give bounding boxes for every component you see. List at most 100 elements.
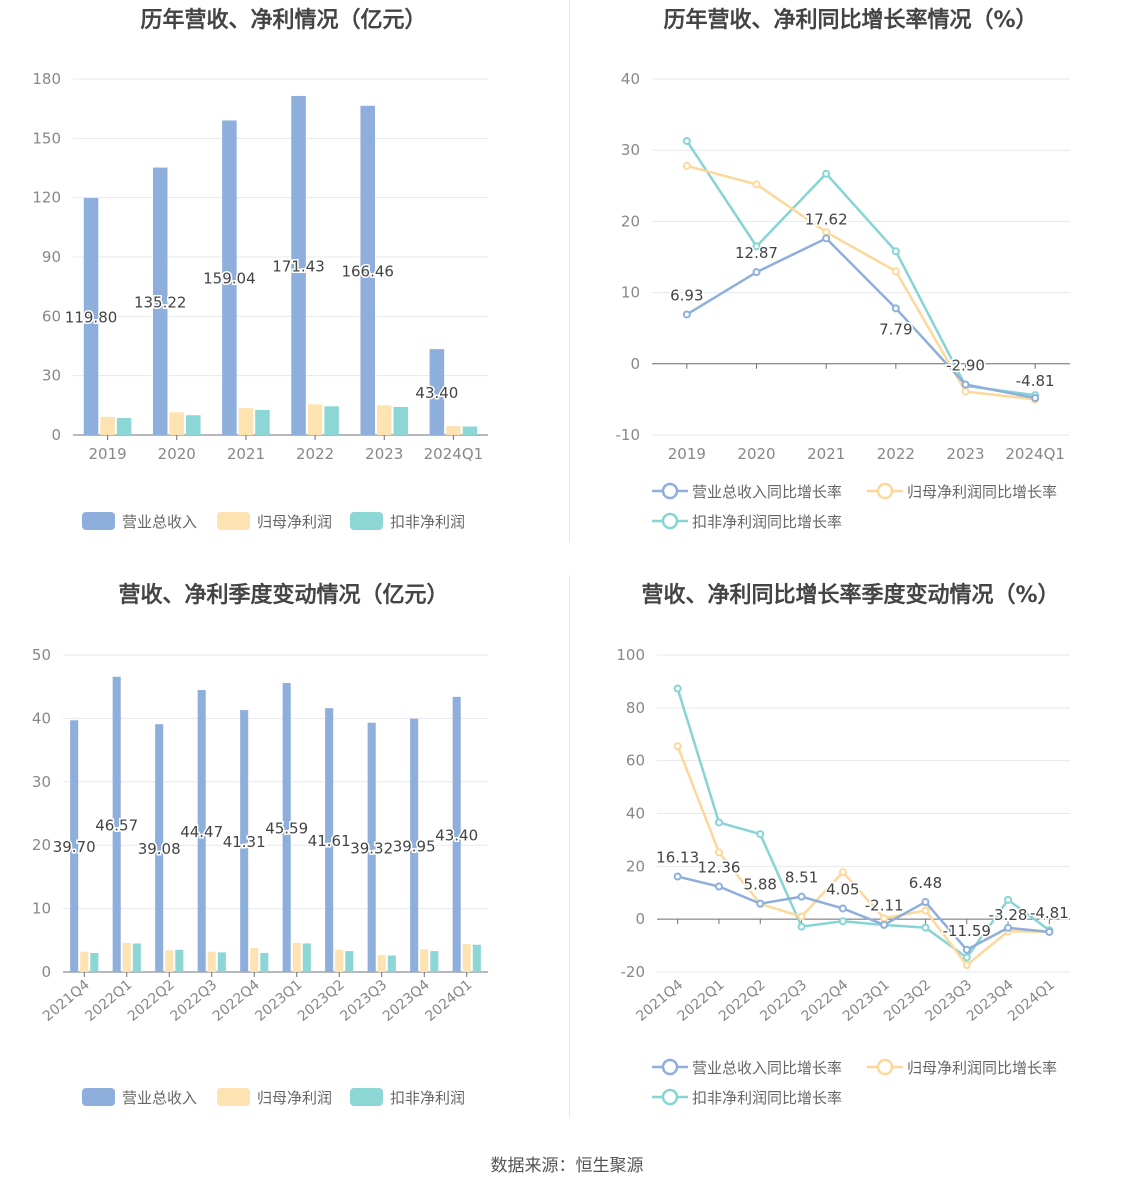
legend-swatch [217, 512, 250, 530]
series-line [676, 688, 1051, 960]
annual-growth-panel: 历年营收、净利同比增长率情况（%） -10 0 10 20 30 40 2019 2020 20… [567, 0, 1134, 560]
legend-swatch [350, 1088, 383, 1106]
data-point [673, 872, 682, 881]
series-line [676, 745, 1050, 967]
y-tick-label: 120 [32, 189, 61, 207]
x-tick-label: 2022 [877, 445, 915, 463]
y-tick-label: 30 [32, 773, 51, 791]
y-tick-label: 80 [626, 699, 645, 717]
y-tick-label: 60 [42, 307, 61, 325]
series-line [686, 164, 1036, 401]
bar [186, 415, 201, 435]
data-point [838, 868, 847, 877]
bar [207, 951, 216, 972]
bar [429, 349, 445, 435]
data-point [880, 914, 889, 923]
data-label: -4.81 [1030, 904, 1069, 922]
bar [80, 951, 89, 972]
data-point [961, 380, 970, 389]
bar [152, 167, 168, 436]
x-tick-label: 2024Q1 [1005, 445, 1065, 463]
data-source: 数据来源：恒生聚源 [490, 1156, 644, 1176]
quarterly-amounts-panel: 营收、净利季度变动情况（亿元） 0 10 20 30 40 50 2021Q4 2022Q1 2… [0, 575, 567, 1135]
data-point [752, 242, 761, 251]
bar [387, 955, 396, 972]
bar [335, 949, 344, 972]
data-point [1045, 927, 1054, 936]
bar [393, 406, 409, 435]
data-label: 12.36 [697, 859, 740, 877]
legend-swatch [82, 512, 115, 530]
legend-label: 营业总收入 [122, 1089, 197, 1107]
data-point [714, 848, 723, 857]
data-label: 41.31 [223, 833, 266, 851]
data-label: 171.43 [272, 257, 325, 275]
x-tick-label: 2023Q3 [337, 977, 390, 1025]
data-point [838, 904, 847, 913]
chart-title: 历年营收、净利情况（亿元） [140, 8, 427, 33]
data-label: 44.47 [180, 823, 223, 841]
y-tick-label: -10 [616, 426, 641, 444]
data-point [880, 920, 889, 929]
data-point [797, 892, 806, 901]
x-tick-label: 2023Q1 [252, 977, 305, 1025]
data-point [756, 830, 765, 839]
data-point [891, 267, 900, 276]
bar [367, 722, 376, 972]
bar [175, 949, 184, 972]
data-label: 43.40 [435, 826, 478, 844]
series-line [686, 236, 1036, 400]
data-point [838, 917, 847, 926]
legend-label: 扣非净利润同比增长率 [692, 513, 842, 531]
data-point [961, 387, 970, 396]
data-point [921, 923, 930, 932]
legend-label: 归母净利润同比增长率 [907, 1059, 1057, 1077]
data-label: 119.80 [65, 309, 118, 327]
data-point [797, 922, 806, 931]
data-label: 8.51 [785, 869, 818, 887]
data-label: 7.79 [879, 320, 912, 338]
y-tick-label: 40 [626, 805, 645, 823]
bar [360, 105, 375, 435]
data-label: -2.90 [946, 356, 985, 374]
legend-swatch [217, 1088, 250, 1106]
annual-amounts-chart: 0 30 60 90 120 150 180 2019 2020 2021 2022 2023 2024… [32, 70, 488, 531]
legend-marker [876, 482, 894, 500]
data-label: 5.88 [744, 876, 777, 894]
chart-title: 历年营收、净利同比增长率情况（%） [663, 8, 1038, 33]
x-tick-label: 2022Q2 [125, 977, 178, 1025]
x-tick-label: 2020 [737, 445, 775, 463]
data-point [714, 818, 723, 827]
y-tick-label: 20 [621, 212, 640, 230]
data-label: 46.57 [95, 816, 138, 834]
data-point [1031, 394, 1040, 403]
legend-label: 归母净利润同比增长率 [907, 483, 1057, 501]
x-tick-label: 2021 [227, 445, 265, 463]
data-point [921, 898, 930, 907]
bar [420, 949, 429, 972]
data-label: 41.61 [308, 832, 351, 850]
data-label: 39.70 [53, 838, 96, 856]
y-tick-label: 0 [41, 963, 51, 981]
data-point [797, 912, 806, 921]
data-label: -3.28 [989, 906, 1028, 924]
x-tick-label: 2022Q3 [167, 977, 220, 1025]
data-point [714, 882, 723, 891]
y-tick-label: 60 [626, 752, 645, 770]
bar [410, 718, 419, 972]
legend-label: 归母净利润 [257, 513, 332, 531]
data-point [682, 136, 691, 145]
chart-title: 营收、净利同比增长率季度变动情况（%） [641, 583, 1060, 608]
bar [90, 952, 99, 972]
bar [325, 708, 334, 972]
data-label: -4.81 [1016, 372, 1055, 390]
bar [446, 426, 461, 435]
y-tick-label: 180 [32, 70, 61, 88]
quarterly-growth-chart: -200204060801002021Q42022Q12022Q22022Q32… [616, 646, 1070, 1107]
data-label: 4.05 [826, 880, 859, 898]
bar [462, 426, 478, 435]
legend-label: 归母净利润 [257, 1089, 332, 1107]
data-label: 16.13 [656, 849, 699, 867]
bar [291, 95, 306, 435]
bar [377, 954, 386, 972]
